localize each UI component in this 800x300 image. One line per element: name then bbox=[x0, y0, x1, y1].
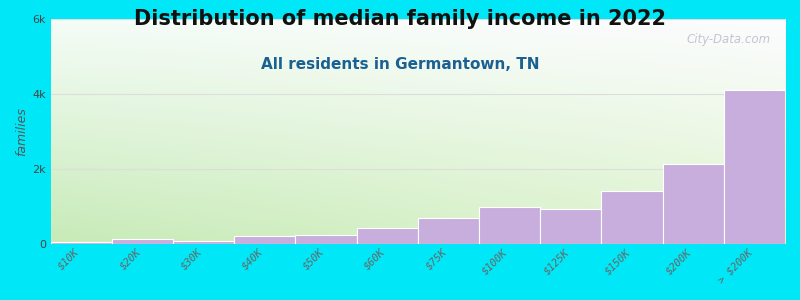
Bar bbox=[602, 190, 662, 244]
Bar bbox=[479, 207, 540, 244]
Text: All residents in Germantown, TN: All residents in Germantown, TN bbox=[261, 57, 539, 72]
Bar bbox=[112, 238, 173, 244]
Bar bbox=[50, 242, 112, 244]
Text: Distribution of median family income in 2022: Distribution of median family income in … bbox=[134, 9, 666, 29]
Bar bbox=[295, 235, 357, 244]
Bar bbox=[724, 90, 785, 244]
Bar bbox=[662, 164, 724, 244]
Bar bbox=[418, 218, 479, 244]
Bar bbox=[540, 208, 602, 244]
Bar bbox=[173, 241, 234, 244]
Text: City-Data.com: City-Data.com bbox=[686, 32, 770, 46]
Y-axis label: families: families bbox=[15, 107, 28, 156]
Bar bbox=[357, 228, 418, 244]
Bar bbox=[234, 236, 295, 244]
